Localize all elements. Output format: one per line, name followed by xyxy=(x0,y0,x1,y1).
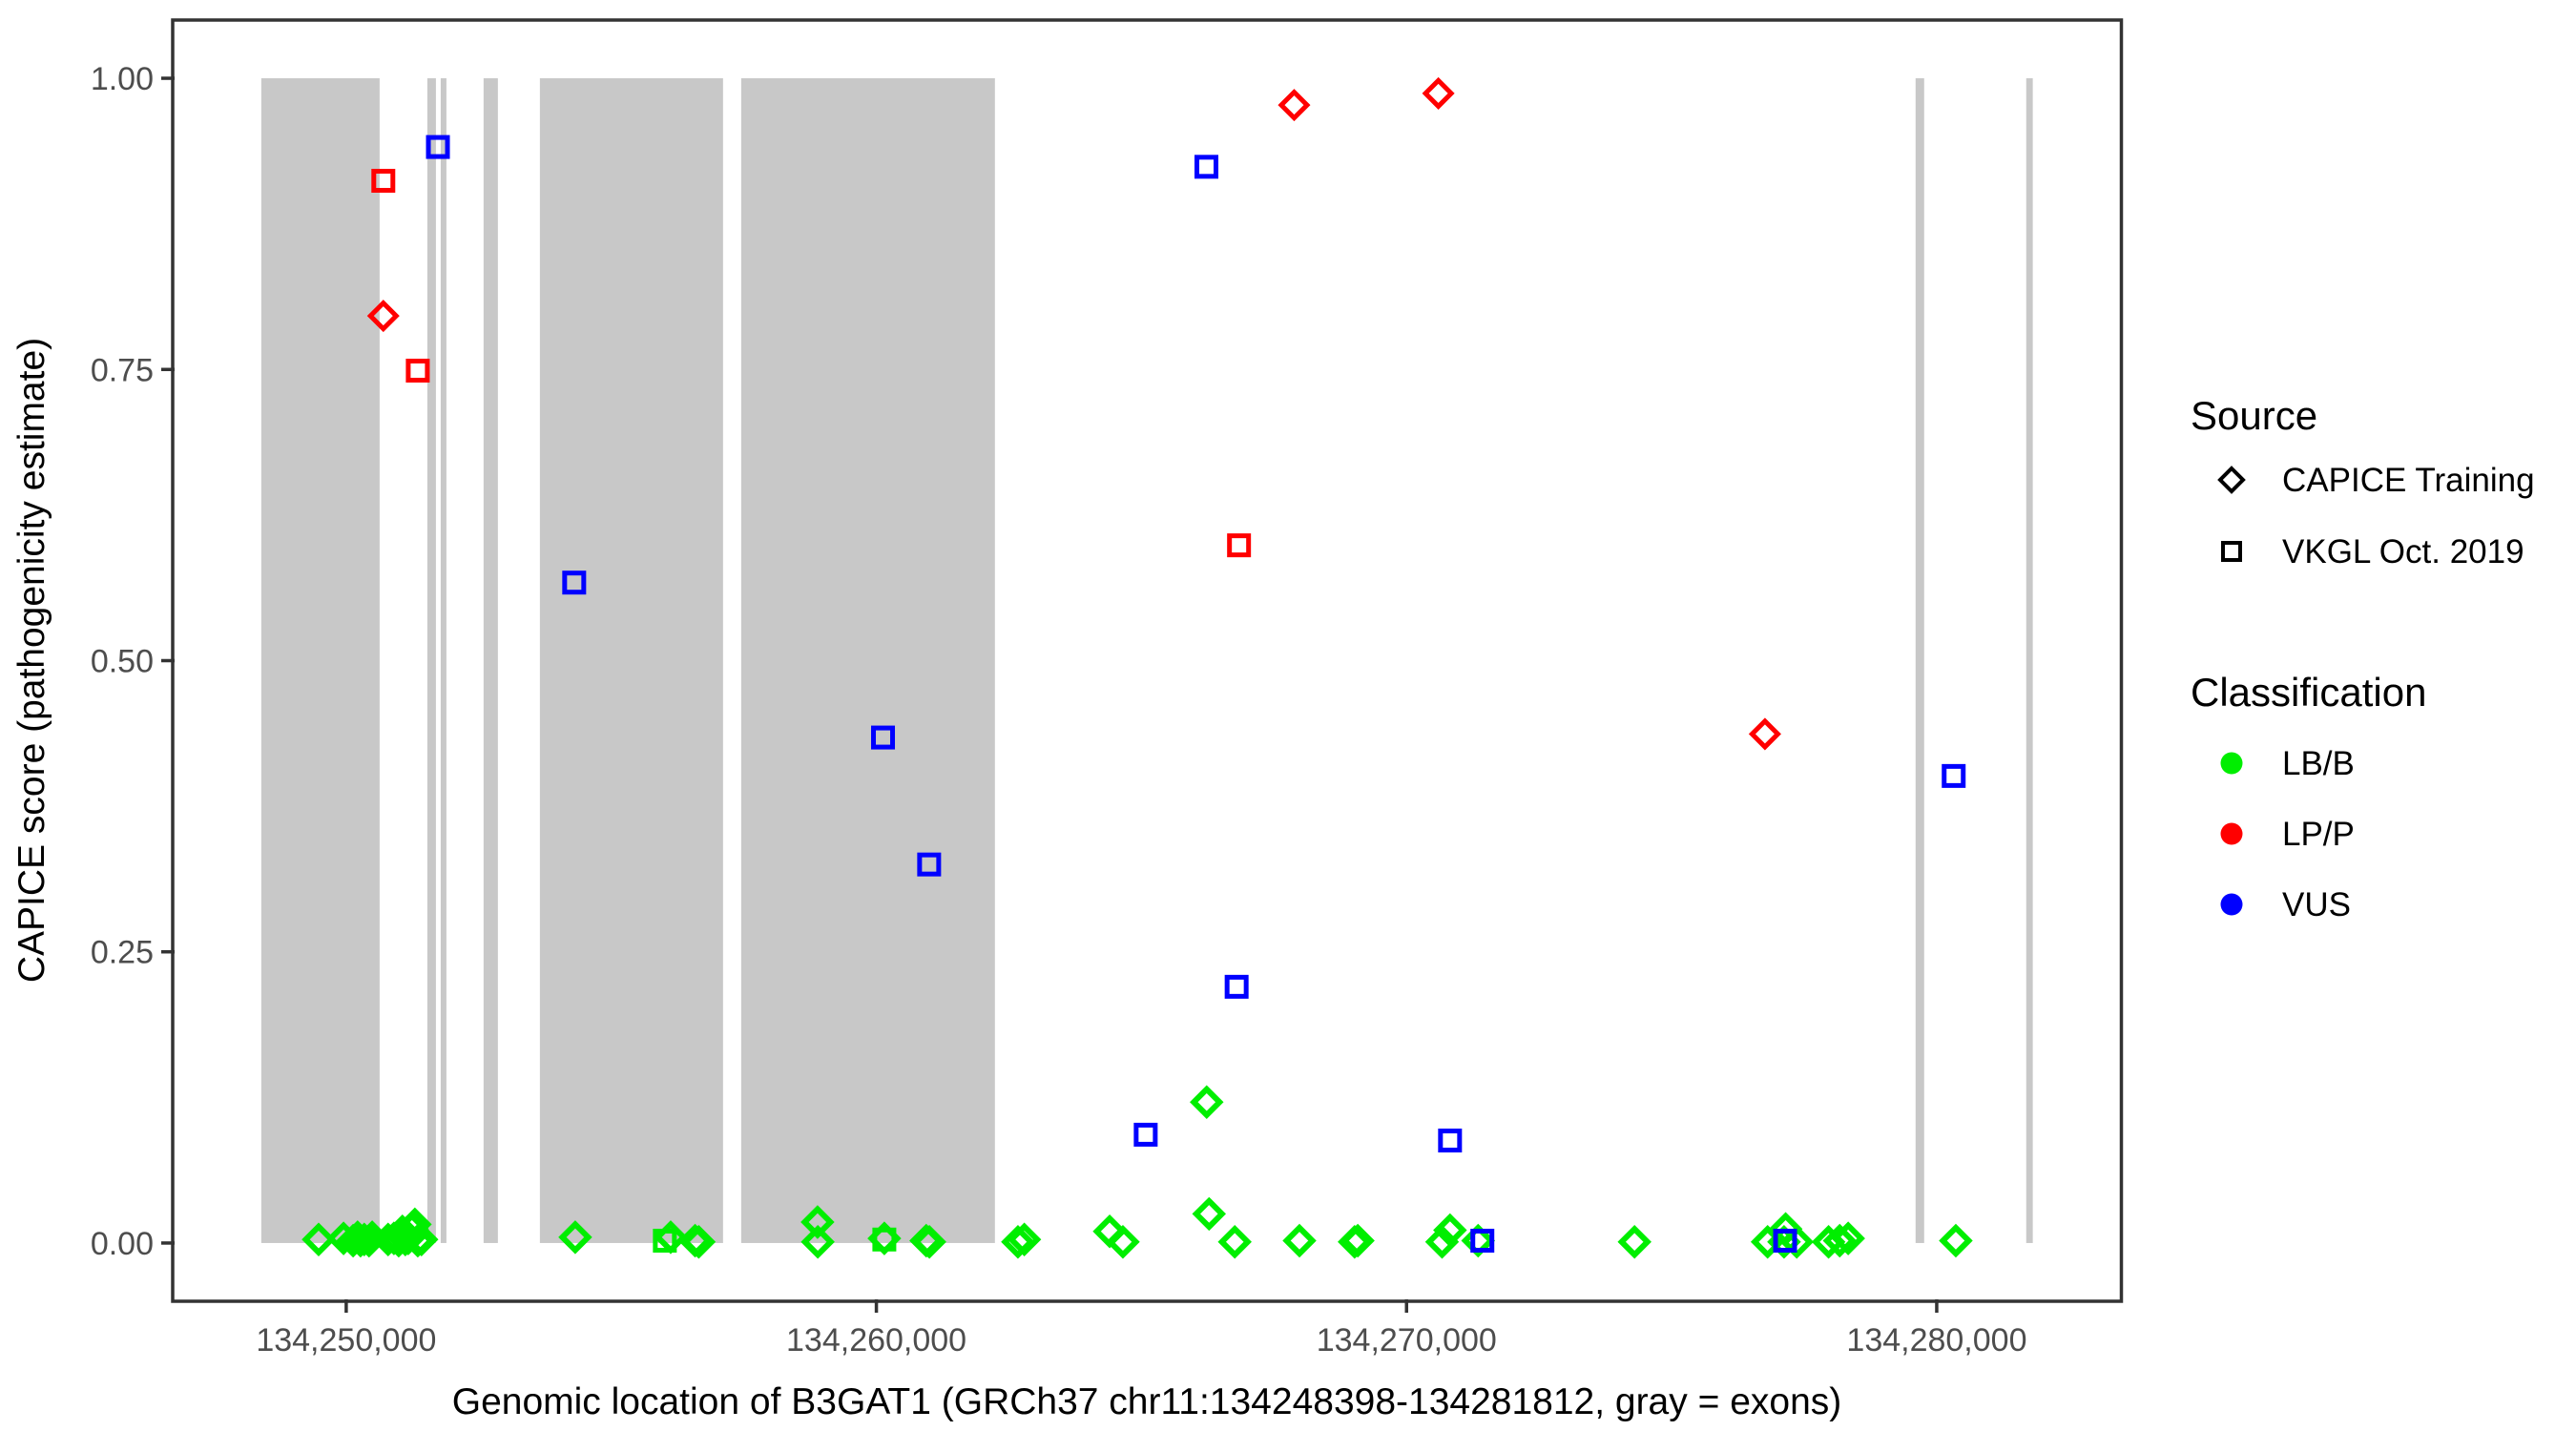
data-point-square xyxy=(1194,155,1218,179)
data-point-square xyxy=(653,1229,677,1254)
data-point-diamond xyxy=(1822,1223,1858,1258)
exon-band xyxy=(260,78,380,1243)
data-point-diamond xyxy=(1831,1221,1865,1255)
data-point-square xyxy=(371,168,396,193)
data-point-square xyxy=(405,358,430,383)
data-point-square xyxy=(1773,1229,1797,1254)
legend-color-dot xyxy=(2220,752,2243,775)
x-axis-ticks: 134,250,000 134,260,000 134,270,000 134,280… xyxy=(256,1299,2026,1358)
data-point-square xyxy=(871,725,896,750)
legend-classification-label: LB/B xyxy=(2282,745,2355,782)
x-tick-label: 134,280,000 xyxy=(1846,1322,2026,1358)
x-tick-label: 134,250,000 xyxy=(256,1322,436,1358)
legend-source-entries: CAPICE Training VKGL Oct. 2019 xyxy=(2217,462,2535,570)
legend-source-label: VKGL Oct. 2019 xyxy=(2282,533,2524,570)
data-point-square xyxy=(1224,974,1249,999)
data-point-square xyxy=(562,570,587,595)
y-axis-title: CAPICE score (pathogenicity estimate) xyxy=(11,338,52,983)
plot-panel-border xyxy=(171,18,2124,1303)
data-point-diamond xyxy=(912,1224,946,1259)
legend-classification-entries: LB/B LP/P VUS xyxy=(2220,745,2355,923)
data-point-diamond xyxy=(1278,89,1311,122)
exon-band xyxy=(539,78,723,1243)
y-tick-label: 1.00 xyxy=(91,61,154,97)
data-point-diamond xyxy=(366,300,400,333)
data-point-diamond xyxy=(800,1205,835,1239)
legend-classification-label: VUS xyxy=(2282,886,2351,923)
legend-diamond-icon xyxy=(2217,466,2246,494)
data-point-diamond xyxy=(1192,1196,1227,1232)
data-point-diamond xyxy=(1939,1223,1973,1258)
exon-band xyxy=(2025,78,2033,1243)
y-tick-label: 0.00 xyxy=(91,1226,154,1262)
data-point-diamond xyxy=(1282,1223,1317,1258)
exon-band xyxy=(483,78,498,1243)
data-point-diamond xyxy=(301,1222,336,1257)
data-point-square xyxy=(1133,1122,1158,1147)
exon-bands xyxy=(260,78,2033,1243)
data-point-diamond xyxy=(1433,1213,1467,1248)
data-point-square xyxy=(426,135,450,159)
exon-band xyxy=(1915,78,1924,1243)
data-point-square xyxy=(917,852,942,877)
data-point-diamond xyxy=(1340,1223,1375,1258)
exon-band xyxy=(426,78,436,1243)
data-point-square xyxy=(1438,1129,1463,1153)
data-points xyxy=(301,76,1973,1259)
exon-band xyxy=(440,78,447,1243)
legend-color-dot xyxy=(2220,893,2243,916)
legend-source-label: CAPICE Training xyxy=(2282,462,2535,499)
x-tick-label: 134,260,000 xyxy=(786,1322,966,1358)
exon-band xyxy=(740,78,995,1243)
legend: Source CAPICE Training VKGL Oct. 2019 Cla… xyxy=(2191,393,2535,923)
data-point-diamond xyxy=(1217,1224,1252,1259)
data-point-diamond xyxy=(1617,1224,1652,1259)
data-point-diamond xyxy=(1779,1224,1814,1259)
y-tick-label: 0.50 xyxy=(91,644,154,680)
data-point-diamond xyxy=(558,1220,592,1255)
data-point-square xyxy=(1227,533,1252,558)
y-tick-label: 0.25 xyxy=(91,935,154,971)
data-point-diamond xyxy=(1748,717,1781,751)
legend-color-dot xyxy=(2220,822,2243,845)
data-point-diamond xyxy=(1422,76,1455,110)
data-point-square xyxy=(1942,763,1966,788)
data-point-diamond xyxy=(1424,1224,1460,1259)
data-point-diamond xyxy=(1007,1222,1042,1257)
data-point-square xyxy=(872,1227,897,1252)
legend-square-icon xyxy=(2221,541,2242,562)
data-point-square xyxy=(1470,1229,1495,1254)
legend-classification-title: Classification xyxy=(2191,670,2426,715)
x-tick-label: 134,270,000 xyxy=(1317,1322,1497,1358)
legend-source-title: Source xyxy=(2191,393,2317,438)
data-point-diamond xyxy=(681,1224,717,1259)
legend-classification-label: LP/P xyxy=(2282,816,2355,853)
data-point-diamond xyxy=(1190,1085,1224,1119)
y-axis-ticks: 0.00 0.25 0.50 0.75 1.00 xyxy=(91,61,175,1262)
data-point-diamond xyxy=(800,1224,835,1259)
data-point-diamond xyxy=(1461,1223,1496,1258)
y-tick-label: 0.75 xyxy=(91,352,154,388)
data-point-diamond xyxy=(1106,1224,1140,1259)
x-axis-title: Genomic location of B3GAT1 (GRCh37 chr11… xyxy=(452,1381,1842,1422)
data-point-diamond xyxy=(405,1222,439,1257)
